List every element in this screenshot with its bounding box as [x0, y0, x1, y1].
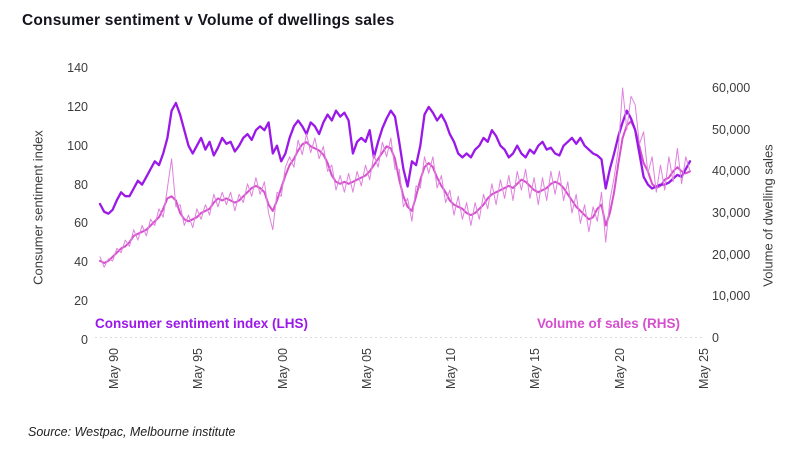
x-tick-label: May 20 — [612, 348, 627, 389]
legend-volume-rhs: Volume of sales (RHS) — [537, 316, 681, 331]
left-tick-label: 40 — [74, 255, 88, 270]
series-line-1 — [99, 87, 691, 268]
right-tick-label: 40,000 — [712, 164, 751, 179]
right-tick-label: 20,000 — [712, 247, 751, 262]
right-tick-label: 10,000 — [712, 289, 751, 304]
left-tick-label: 140 — [67, 61, 88, 75]
legend-sentiment-lhs: Consumer sentiment index (LHS) — [95, 316, 309, 331]
right-tick-label: 50,000 — [712, 122, 751, 137]
right-tick-label: 0 — [712, 331, 719, 345]
x-tick-label: May 05 — [359, 348, 374, 389]
x-tick-label: May 25 — [697, 348, 711, 389]
chart-title: Consumer sentiment v Volume of dwellings… — [22, 12, 395, 29]
left-tick-label: 20 — [74, 294, 88, 309]
left-tick-label: 100 — [67, 138, 88, 153]
series-line-0 — [98, 101, 692, 215]
left-axis-title: Consumer sentiment index — [30, 130, 46, 285]
x-tick-label: May 95 — [191, 348, 206, 389]
right-tick-label: 30,000 — [712, 206, 751, 220]
left-tick-label: 80 — [74, 177, 88, 192]
left-tick-label: 0 — [81, 333, 88, 347]
left-tick-label: 120 — [67, 99, 88, 114]
x-tick-label: May 90 — [107, 348, 121, 389]
source-note: Source: Westpac, Melbourne institute — [28, 425, 236, 439]
x-tick-label: May 15 — [528, 348, 543, 389]
right-axis-title: Volume of dwelling sales — [760, 144, 776, 287]
right-tick-label: 60,000 — [712, 81, 751, 95]
x-tick-label: May 10 — [444, 348, 459, 389]
left-tick-label: 60 — [74, 216, 88, 231]
x-tick-label: May 00 — [275, 348, 290, 389]
